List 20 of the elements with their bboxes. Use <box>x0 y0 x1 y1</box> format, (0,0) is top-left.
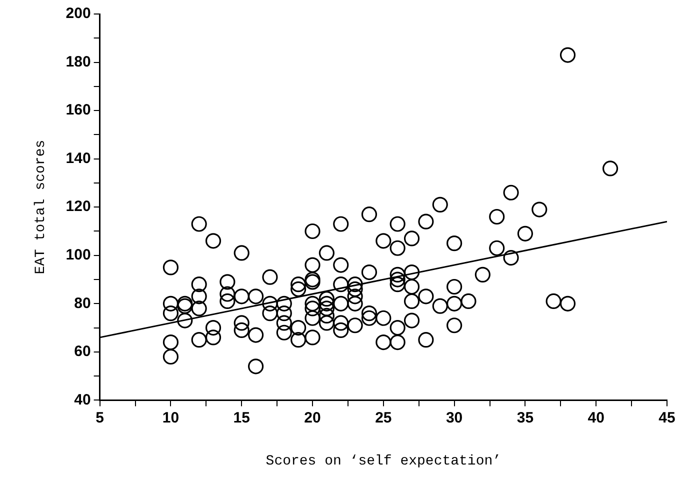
x-tick-label: 5 <box>96 409 104 426</box>
y-tick-label: 100 <box>66 246 91 264</box>
x-tick-label: 40 <box>588 409 604 426</box>
x-tick-label: 35 <box>516 409 534 426</box>
y-tick-label: 80 <box>74 294 91 312</box>
x-axis-title: Scores on ‘self expectation’ <box>266 453 502 470</box>
x-tick-label: 30 <box>446 409 463 426</box>
x-tick-label: 25 <box>375 409 392 426</box>
y-tick-label: 180 <box>66 53 91 70</box>
x-tick-label: 10 <box>162 409 180 426</box>
x-tick-label: 45 <box>658 409 676 426</box>
y-tick-label: 40 <box>74 391 91 408</box>
y-axis-title: EAT total scores <box>33 140 50 274</box>
y-tick-label: 60 <box>74 343 91 360</box>
y-tick-label: 200 <box>66 5 91 22</box>
y-tick-label: 120 <box>66 198 91 216</box>
x-tick-label: 20 <box>304 409 321 426</box>
x-tick-label: 15 <box>233 409 250 426</box>
y-tick-label: 160 <box>66 102 91 119</box>
y-tick-label: 140 <box>66 150 91 167</box>
